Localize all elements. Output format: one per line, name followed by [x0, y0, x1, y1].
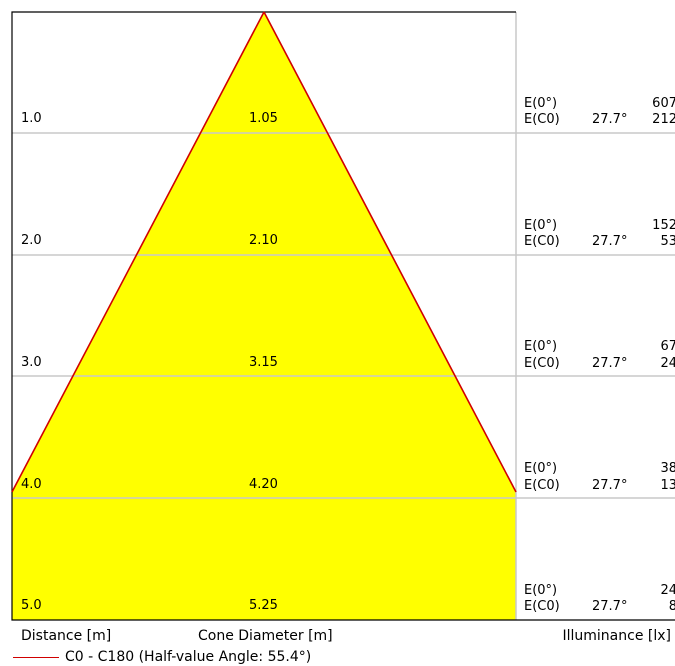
- distance-value: 3.0: [21, 355, 42, 370]
- illuminance-axis-label: Illuminance [lx]: [562, 628, 672, 644]
- distance-value: 4.0: [21, 477, 42, 492]
- e0-illuminance-value: 38: [660, 461, 675, 476]
- angle-value: 27.7°: [592, 234, 628, 249]
- distance-value: 2.0: [21, 233, 42, 248]
- e0-label: E(0°): [524, 218, 558, 233]
- cone-diameter-value: 3.15: [249, 355, 278, 370]
- cone-edge-right: [263, 11, 517, 493]
- e0-label: E(0°): [524, 461, 558, 476]
- ec0-label: E(C0): [524, 356, 560, 371]
- ec0-illuminance-value: 53: [660, 234, 675, 249]
- ec0-label: E(C0): [524, 234, 560, 249]
- e0-illuminance-value: 607: [652, 96, 675, 111]
- cone-shape: [12, 12, 516, 620]
- ec0-illuminance-value: 24: [660, 356, 675, 371]
- legend-swatch: [13, 657, 59, 658]
- distance-axis-label: Distance [m]: [21, 628, 112, 644]
- ec0-illuminance-value: 8: [668, 599, 675, 614]
- angle-value: 27.7°: [592, 112, 628, 127]
- e0-illuminance-value: 152: [652, 218, 675, 233]
- ec0-illuminance-value: 13: [660, 478, 675, 493]
- cone-diameter-value: 5.25: [249, 598, 278, 613]
- ec0-illuminance-value: 212: [652, 112, 675, 127]
- distance-value: 1.0: [21, 111, 42, 126]
- ec0-label: E(C0): [524, 112, 560, 127]
- cone-diameter-value: 4.20: [249, 477, 278, 492]
- cone-diameter-value: 2.10: [249, 233, 278, 248]
- angle-value: 27.7°: [592, 599, 628, 614]
- angle-value: 27.7°: [592, 478, 628, 493]
- ec0-label: E(C0): [524, 478, 560, 493]
- e0-label: E(0°): [524, 339, 558, 354]
- cone-diameter-axis-label: Cone Diameter [m]: [198, 628, 333, 644]
- legend-label: C0 - C180 (Half-value Angle: 55.4°): [65, 649, 312, 665]
- cone-edge-left: [11, 11, 265, 493]
- angle-value: 27.7°: [592, 356, 628, 371]
- cone-diameter-value: 1.05: [249, 111, 278, 126]
- e0-illuminance-value: 24: [660, 583, 675, 598]
- e0-illuminance-value: 67: [660, 339, 675, 354]
- e0-label: E(0°): [524, 96, 558, 111]
- distance-value: 5.0: [21, 598, 42, 613]
- e0-label: E(0°): [524, 583, 558, 598]
- ec0-label: E(C0): [524, 599, 560, 614]
